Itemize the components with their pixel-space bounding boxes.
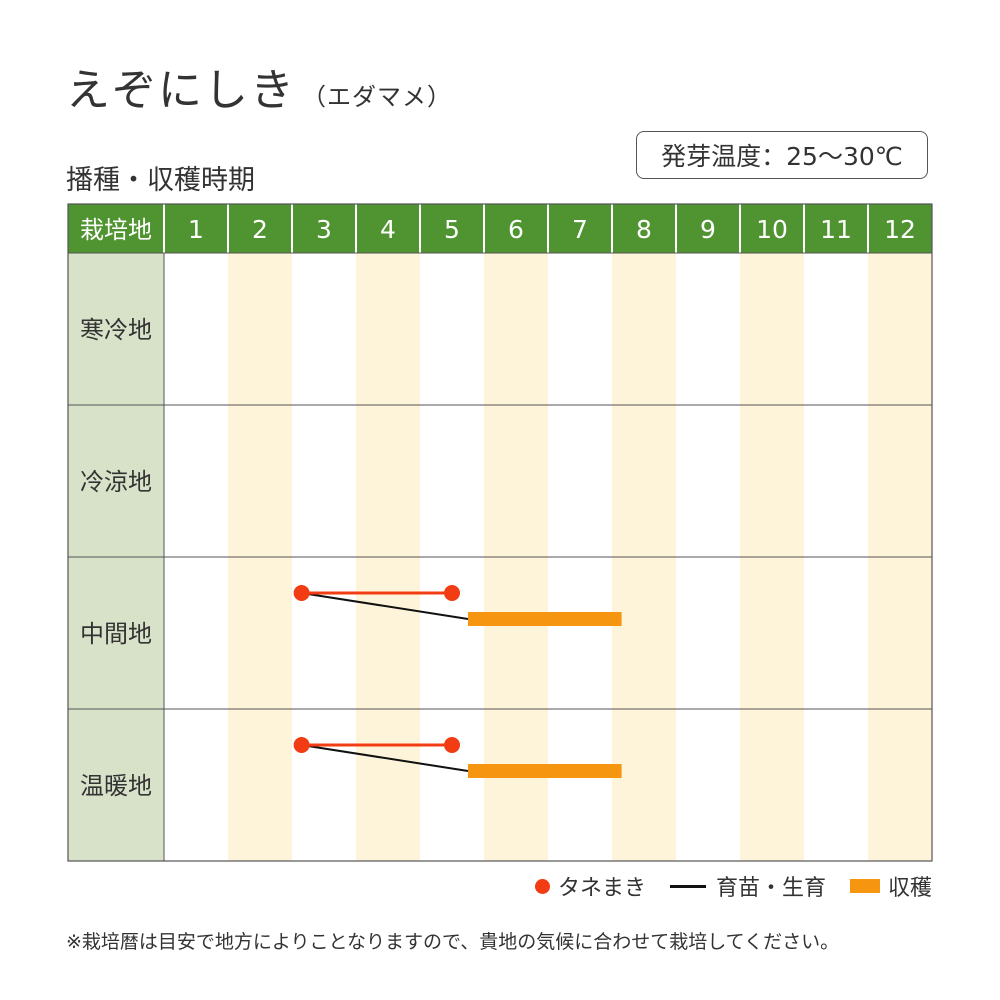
seedling-line (301, 744, 469, 772)
seedling-line-icon (669, 884, 706, 888)
month-label: 4 (380, 215, 396, 244)
page-title: えぞにしき （エダマメ） (66, 54, 452, 118)
month-label: 9 (700, 215, 716, 244)
legend-item-sowing: タネまき (534, 870, 646, 902)
region-label: 温暖地 (80, 772, 152, 800)
seedling-line (301, 592, 469, 620)
region-label: 寒冷地 (80, 316, 152, 344)
legend-item-harvest: 収穫 (849, 870, 932, 902)
month-label: 6 (508, 215, 524, 244)
month-label: 3 (316, 215, 332, 244)
month-label: 2 (252, 215, 268, 244)
month-label: 7 (572, 215, 588, 244)
month-label: 12 (884, 215, 916, 244)
region-label: 冷涼地 (80, 468, 152, 496)
month-label: 11 (820, 215, 852, 244)
germination-temperature-badge: 発芽温度：25～30℃ (636, 131, 928, 179)
harvest-bar (468, 764, 622, 778)
crop-name: えぞにしき (66, 65, 296, 116)
chart-border (67, 203, 933, 862)
legend-label-seedling: 育苗・生育 (715, 876, 826, 901)
month-label: 8 (636, 215, 652, 244)
sowing-end-dot (444, 737, 460, 753)
crop-type: （エダマメ） (302, 83, 452, 111)
legend-label-sowing: タネまき (557, 876, 646, 901)
legend-label-harvest: 収穫 (887, 876, 932, 901)
harvest-bar (468, 612, 622, 626)
month-label: 10 (756, 215, 788, 244)
month-label: 5 (444, 215, 460, 244)
footnote: ※栽培暦は目安で地方によりことなりますので、貴地の気候に合わせて栽培してください… (66, 931, 840, 953)
germination-temperature-text: 発芽温度：25～30℃ (661, 142, 903, 171)
legend: タネまき 育苗・生育 収穫 (500, 870, 932, 902)
harvest-bar-icon (849, 879, 880, 893)
sowing-start-dot (293, 585, 310, 601)
legend-item-seedling: 育苗・生育 (669, 870, 826, 902)
sowing-marker-icon (534, 878, 550, 894)
region-label: 中間地 (80, 620, 152, 648)
sowing-start-dot (293, 737, 310, 753)
section-title: 播種・収穫時期 (66, 165, 255, 196)
sowing-end-dot (444, 585, 460, 601)
month-header-row (68, 204, 932, 253)
corner-label: 栽培地 (80, 216, 152, 244)
month-label: 1 (188, 215, 204, 244)
